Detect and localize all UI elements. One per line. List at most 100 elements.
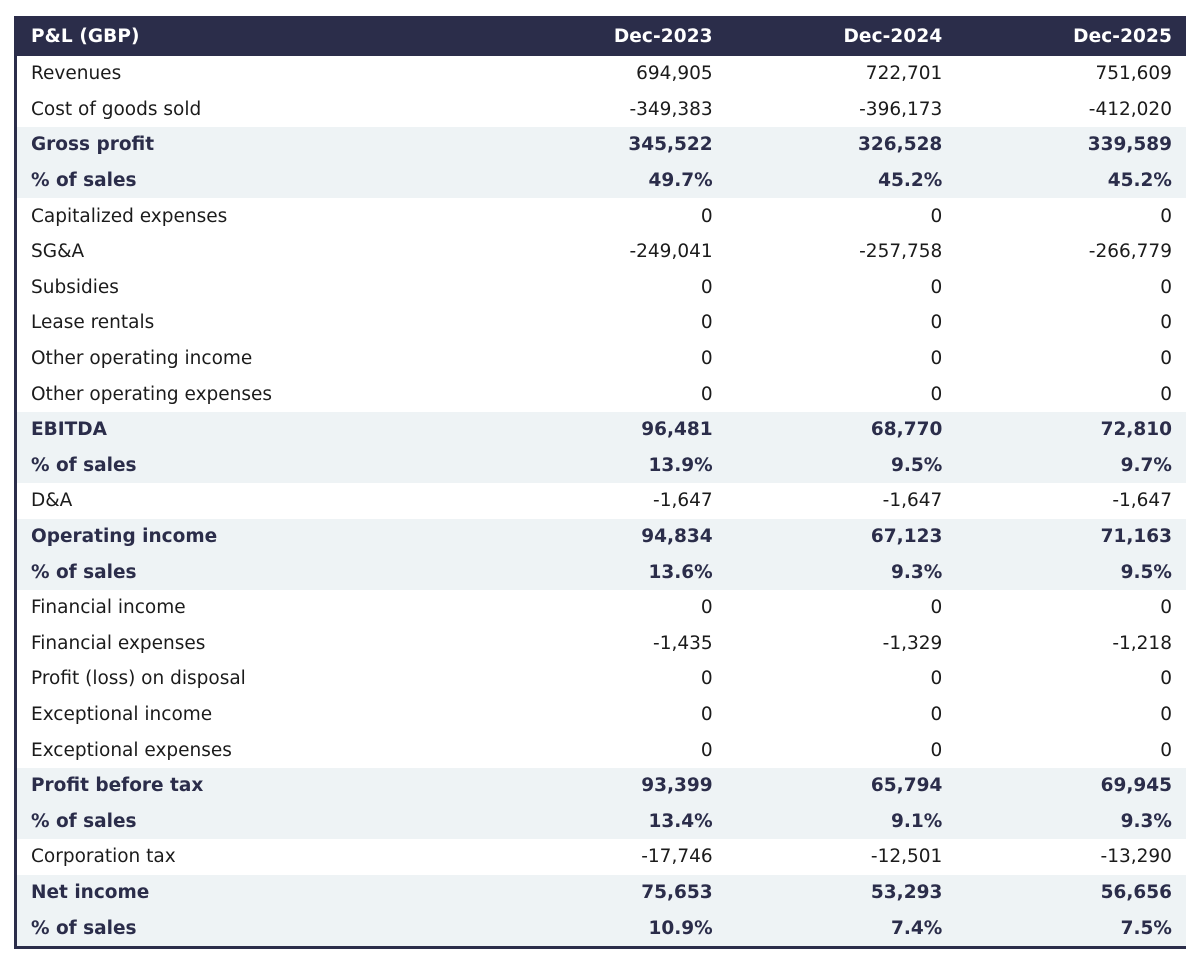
table-row: D&A -1,647 -1,647 -1,647 xyxy=(17,483,1186,519)
table-row: EBITDA 96,481 68,770 72,810 xyxy=(17,411,1186,448)
row-value: 0 xyxy=(930,312,943,334)
row-value: 339,589 xyxy=(1087,134,1172,156)
row-value: -396,173 xyxy=(859,98,943,120)
row-label: Exceptional income xyxy=(31,703,213,725)
row-value: 0 xyxy=(700,276,713,298)
row-value: 75,653 xyxy=(641,881,713,903)
row-label: Profit (loss) on disposal xyxy=(31,668,246,690)
column-header-dec-2023: Dec-2023 xyxy=(497,16,727,56)
row-value: 56,656 xyxy=(1100,881,1172,903)
row-label: Gross profit xyxy=(31,134,155,156)
row-value: 0 xyxy=(700,668,713,690)
row-label: % of sales xyxy=(31,170,137,192)
row-value: 0 xyxy=(930,383,943,405)
table-row: Financial expenses -1,435 -1,329 -1,218 xyxy=(17,625,1186,662)
row-value: -257,758 xyxy=(859,241,943,263)
column-header-label: P&L (GBP) xyxy=(17,16,497,56)
row-value: 0 xyxy=(1160,383,1172,405)
row-value: 9.3% xyxy=(1120,810,1172,832)
row-label: Financial expenses xyxy=(31,632,206,654)
table-header: P&L (GBP) Dec-2023 Dec-2024 Dec-2025 xyxy=(17,16,1186,56)
row-label: Revenues xyxy=(31,63,122,85)
row-value: 0 xyxy=(1160,739,1172,761)
pnl-table: P&L (GBP) Dec-2023 Dec-2024 Dec-2025 Rev… xyxy=(17,16,1186,946)
row-label: Net income xyxy=(31,881,150,903)
row-value: 0 xyxy=(700,703,713,725)
table-row: Subsidies 0 0 0 xyxy=(17,269,1186,306)
row-value: 722,701 xyxy=(865,63,943,85)
row-value: 13.4% xyxy=(648,810,713,832)
row-label: Other operating income xyxy=(31,348,253,370)
row-value: -349,383 xyxy=(629,98,713,120)
row-value: -1,647 xyxy=(1112,490,1172,512)
table-row: Cost of goods sold -349,383 -396,173 -412,0… xyxy=(17,91,1186,128)
row-value: 0 xyxy=(930,205,943,227)
table-row: Corporation tax -17,746 -12,501 -13,290 xyxy=(17,839,1186,875)
table-row: % of sales 13.9% 9.5% 9.7% xyxy=(17,447,1186,484)
table-row: Profit before tax 93,399 65,794 69,945 xyxy=(17,767,1186,804)
table-row: % of sales 13.4% 9.1% 9.3% xyxy=(17,803,1186,840)
row-value: -1,435 xyxy=(653,632,713,654)
row-value: 0 xyxy=(1160,205,1172,227)
row-value: 751,609 xyxy=(1095,63,1172,85)
table-row: Exceptional income 0 0 0 xyxy=(17,696,1186,733)
row-value: 67,123 xyxy=(870,526,943,548)
row-value: 49.7% xyxy=(648,170,713,192)
table-body: Revenues 694,905 722,701 751,609 Cost of goo… xyxy=(17,56,1186,946)
row-value: 93,399 xyxy=(641,775,713,797)
row-value: 0 xyxy=(930,703,943,725)
row-value: 0 xyxy=(930,348,943,370)
row-value: 72,810 xyxy=(1100,419,1172,441)
row-label: % of sales xyxy=(31,810,137,832)
row-label: % of sales xyxy=(31,561,137,583)
row-value: 96,481 xyxy=(641,419,713,441)
table-row: Financial income 0 0 0 xyxy=(17,589,1186,626)
row-value: 53,293 xyxy=(870,881,943,903)
table-row: Revenues 694,905 722,701 751,609 xyxy=(17,56,1186,92)
table-row: % of sales 10.9% 7.4% 7.5% xyxy=(17,910,1186,946)
row-value: 13.9% xyxy=(648,454,713,476)
row-label: EBITDA xyxy=(31,419,107,441)
row-value: 45.2% xyxy=(1107,170,1172,192)
row-value: 0 xyxy=(1160,668,1172,690)
row-value: 7.5% xyxy=(1120,917,1172,939)
row-value: 65,794 xyxy=(870,775,943,797)
table-row: Operating income 94,834 67,123 71,163 xyxy=(17,518,1186,555)
table-row: Lease rentals 0 0 0 xyxy=(17,305,1186,341)
column-header-dec-2025: Dec-2025 xyxy=(956,16,1186,56)
row-value: 0 xyxy=(700,383,713,405)
row-value: 9.3% xyxy=(891,561,943,583)
row-value: 7.4% xyxy=(891,917,943,939)
row-value: -1,647 xyxy=(653,490,713,512)
row-label: Other operating expenses xyxy=(31,383,273,405)
row-label: Profit before tax xyxy=(31,775,204,797)
row-value: 694,905 xyxy=(636,63,713,85)
row-value: 45.2% xyxy=(878,170,943,192)
row-value: 326,528 xyxy=(858,134,943,156)
table-row: SG&A -249,041 -257,758 -266,779 xyxy=(17,233,1186,270)
row-label: Exceptional expenses xyxy=(31,739,232,761)
row-value: 0 xyxy=(1160,703,1172,725)
row-value: -266,779 xyxy=(1088,241,1172,263)
row-label: Financial income xyxy=(31,597,186,619)
row-label: Cost of goods sold xyxy=(31,98,202,120)
row-value: -412,020 xyxy=(1088,98,1172,120)
column-header-dec-2024: Dec-2024 xyxy=(726,16,957,56)
row-value: -1,218 xyxy=(1112,632,1172,654)
row-value: 9.7% xyxy=(1120,454,1172,476)
row-value: 9.1% xyxy=(891,810,943,832)
row-value: -249,041 xyxy=(629,241,713,263)
table-row: Net income 75,653 53,293 56,656 xyxy=(17,874,1186,911)
row-label: Lease rentals xyxy=(31,312,155,334)
row-value: 69,945 xyxy=(1100,775,1172,797)
row-value: 9.5% xyxy=(1120,561,1172,583)
row-value: -1,647 xyxy=(882,490,943,512)
row-value: 0 xyxy=(930,739,943,761)
row-value: 0 xyxy=(1160,348,1172,370)
row-value: 0 xyxy=(930,668,943,690)
header-row: P&L (GBP) Dec-2023 Dec-2024 Dec-2025 xyxy=(17,16,1186,56)
row-value: 345,522 xyxy=(628,134,713,156)
row-value: 0 xyxy=(700,597,713,619)
row-value: 71,163 xyxy=(1100,526,1172,548)
